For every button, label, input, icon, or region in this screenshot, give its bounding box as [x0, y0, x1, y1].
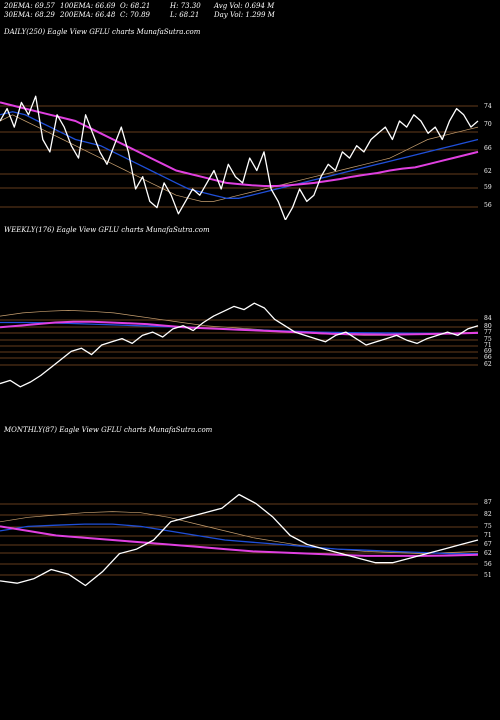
y-tick-label: 75	[484, 523, 492, 530]
price-line	[0, 95, 479, 220]
ema-line	[0, 320, 479, 336]
ema-line	[0, 523, 478, 555]
ema-line	[0, 111, 479, 199]
price-line	[0, 493, 479, 587]
y-tick-label: 84	[484, 315, 492, 322]
y-tick-label: 87	[484, 499, 492, 506]
weekly-title: WEEKLY(176) Eagle View GFLU charts Munaf…	[4, 226, 210, 234]
daily-chart: 74 70 66 62 59 56	[0, 95, 492, 220]
y-tick-label: 59	[484, 184, 492, 191]
y-tick-label: 62	[484, 168, 492, 175]
ema-line	[0, 511, 479, 554]
monthly-title: MONTHLY(87) Eagle View GFLU charts Munaf…	[4, 426, 213, 434]
y-tick-label: 69	[484, 348, 492, 355]
ema-line	[0, 101, 479, 187]
ema200-label: 200EMA: 66.48	[60, 11, 116, 19]
low-label: L: 68.21	[170, 11, 200, 19]
y-tick-label: 71	[484, 342, 492, 349]
daily-title: DAILY(250) Eagle View GFLU charts Munafa…	[4, 28, 201, 36]
price-line	[0, 302, 479, 388]
y-tick-label: 82	[484, 511, 492, 518]
y-tick-label: 80	[484, 323, 492, 330]
ema-line	[0, 114, 479, 202]
y-tick-label: 66	[484, 145, 492, 152]
ema30-label: 30EMA: 68.29	[4, 11, 55, 19]
y-tick-label: 56	[484, 561, 492, 568]
open-label: O: 68.21	[120, 2, 151, 10]
close-label: C: 70.89	[120, 11, 150, 19]
monthly-chart: 87 82 75 71 67 62 56 51	[0, 493, 492, 587]
y-tick-label: 75	[484, 336, 492, 343]
high-label: H: 73.30	[170, 2, 201, 10]
y-tick-label: 66	[484, 354, 492, 361]
ema20-label: 20EMA: 69.57	[4, 2, 55, 10]
ema-line	[0, 525, 479, 557]
y-tick-label: 51	[484, 572, 492, 579]
y-tick-label: 71	[484, 532, 492, 539]
avg-vol-label: Avg Vol: 0.694 M	[214, 2, 275, 10]
y-tick-label: 74	[484, 103, 492, 110]
y-tick-label: 62	[484, 550, 492, 557]
y-tick-label: 70	[484, 121, 492, 128]
y-tick-label: 67	[484, 541, 492, 548]
y-tick-label: 77	[484, 329, 492, 336]
y-tick-label: 56	[484, 202, 492, 209]
y-tick-label: 62	[484, 361, 492, 368]
ema100-label: 100EMA: 66.69	[60, 2, 116, 10]
day-vol-label: Day Vol: 1.299 M	[214, 11, 275, 19]
